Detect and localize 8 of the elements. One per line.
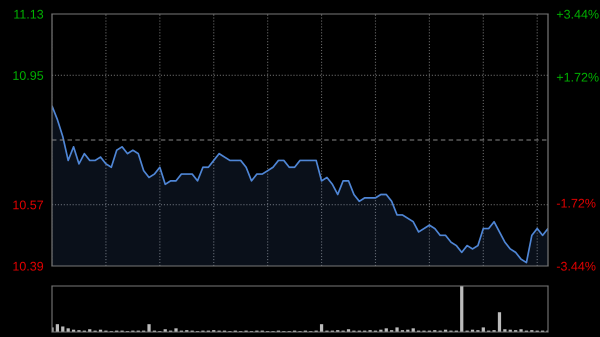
y2-tick-label: +1.72% — [556, 72, 599, 82]
y2-tick-label: +3.44% — [556, 10, 599, 19]
y-tick-label: 10.95 — [13, 71, 44, 80]
y2-tick-label: -1.72% — [556, 198, 596, 208]
y-tick-label: 10.57 — [13, 200, 44, 210]
y2-tick-label: -3.44% — [556, 262, 596, 271]
y-tick-label: 11.13 — [14, 10, 44, 19]
y-tick-label: 10.39 — [13, 262, 44, 271]
